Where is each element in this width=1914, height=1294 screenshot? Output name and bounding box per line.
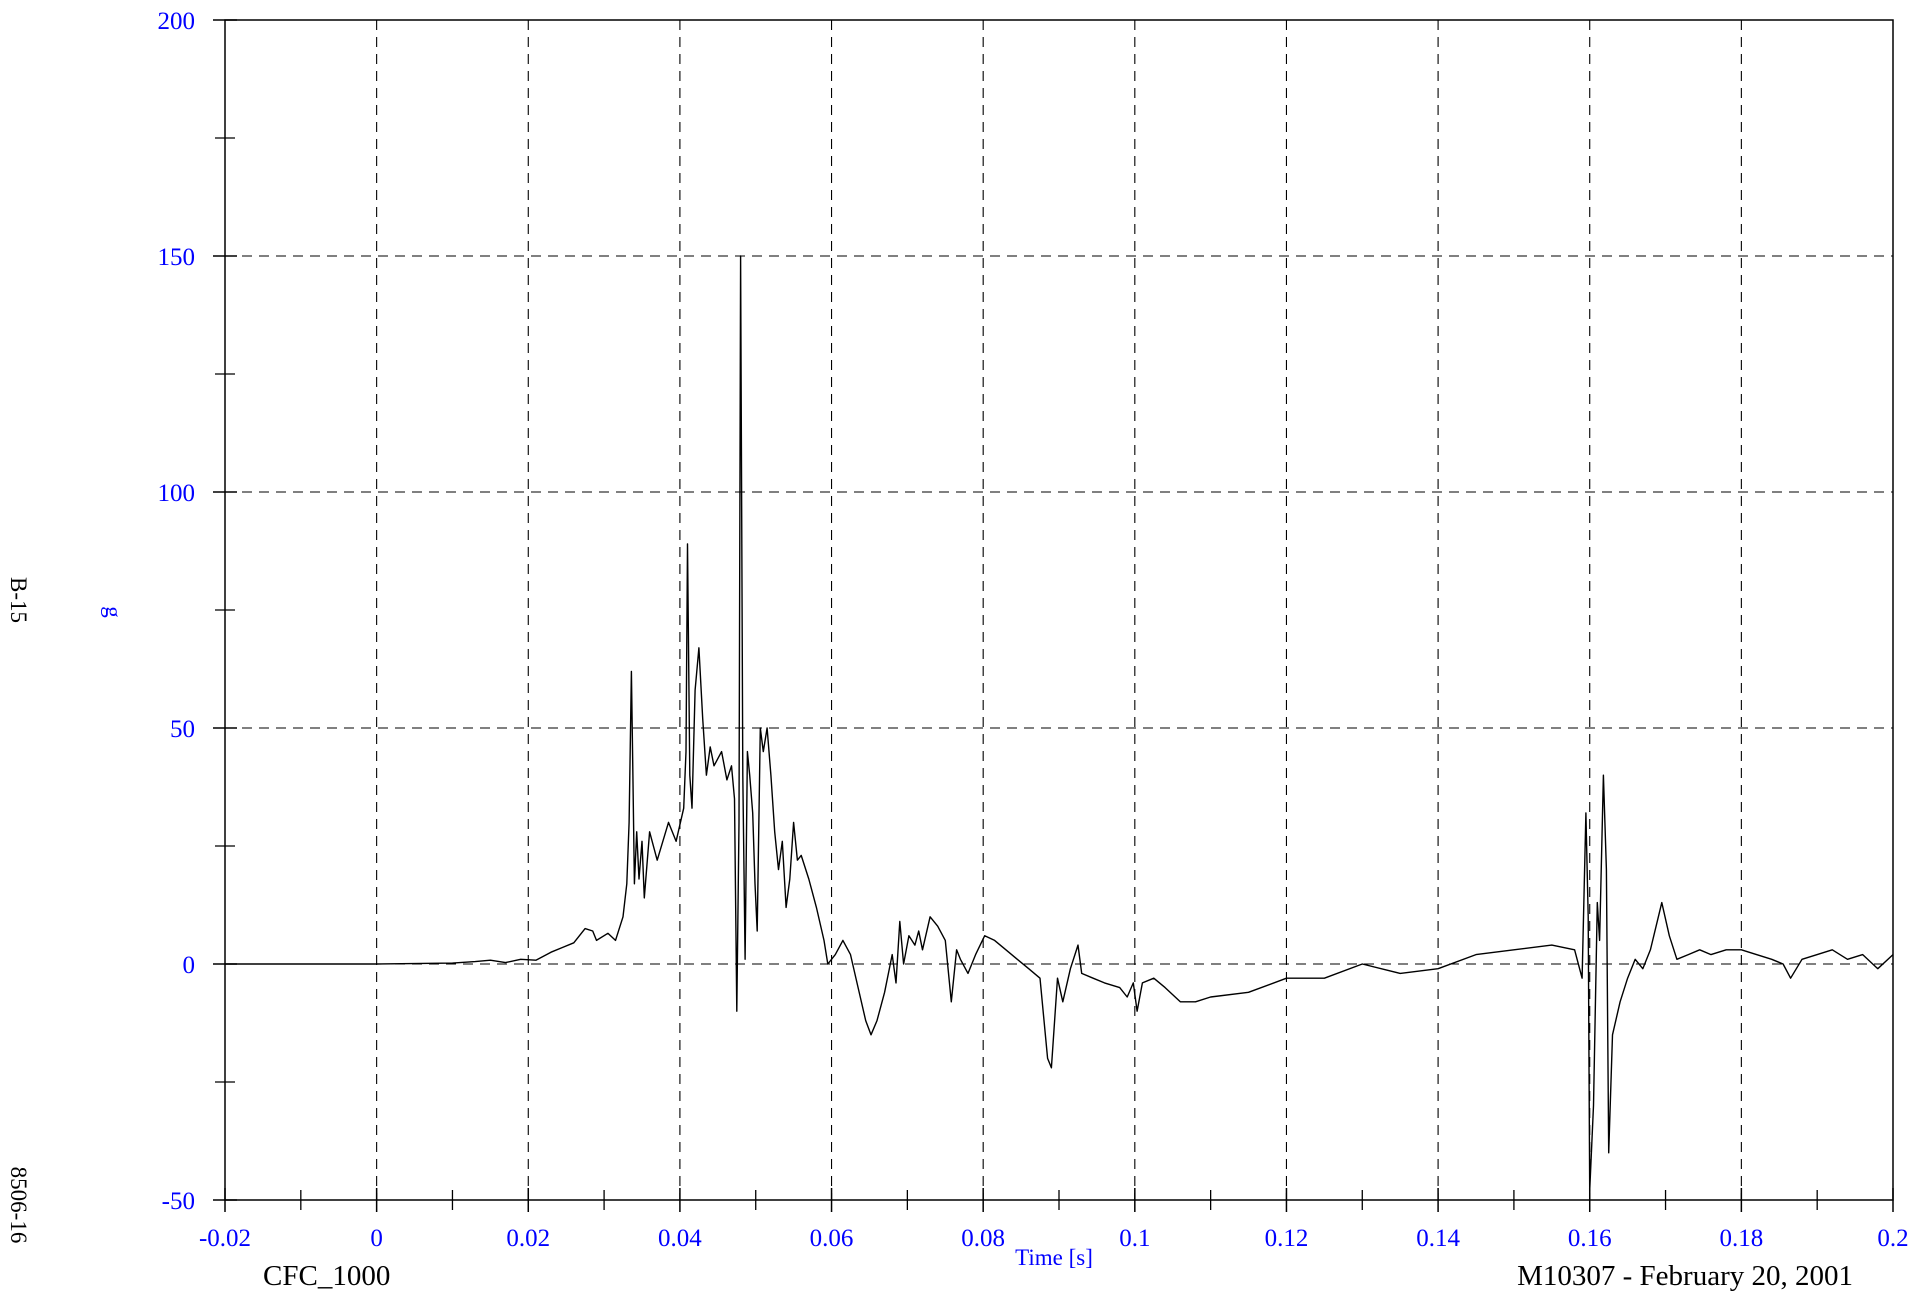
- side-label-top: B-15: [6, 577, 31, 623]
- x-tick-label: 0.04: [658, 1225, 702, 1252]
- x-tick-label: -0.02: [199, 1225, 251, 1252]
- footer-right-label: M10307 - February 20, 2001: [1517, 1260, 1853, 1292]
- series-line: [225, 255, 1894, 1192]
- minor-ticks: [215, 137, 1818, 1210]
- x-tick-label: 0.18: [1719, 1225, 1763, 1252]
- footer-left-label: CFC_1000: [263, 1260, 390, 1292]
- y-tick-label: 100: [158, 480, 196, 507]
- x-tick-label: 0: [370, 1225, 383, 1252]
- x-tick-label: 0.16: [1568, 1225, 1612, 1252]
- x-tick-label: 0.06: [810, 1225, 854, 1252]
- y-tick-label: 0: [183, 952, 196, 979]
- y-tick-label: 50: [170, 716, 195, 743]
- y-axis-title: g: [101, 606, 126, 618]
- y-tick-label: 150: [158, 244, 196, 271]
- x-axis-ticks: -0.02 0 0.02 0.04 0.06 0.08 0.1 0.12 0.14 0.16 0.1…: [199, 1188, 1909, 1252]
- x-tick-label: 0.2: [1877, 1225, 1908, 1252]
- grid: [225, 20, 1893, 1200]
- x-tick-label: 0.08: [961, 1225, 1005, 1252]
- plot-frame: [224, 19, 1894, 1201]
- x-tick-label: 0.02: [506, 1225, 550, 1252]
- side-label-bottom: 8506-16: [6, 1167, 31, 1244]
- x-tick-label: 0.1: [1119, 1225, 1150, 1252]
- y-tick-label: -50: [162, 1188, 195, 1215]
- y-tick-label: 200: [158, 8, 196, 35]
- x-tick-label: 0.12: [1265, 1225, 1309, 1252]
- x-axis-title: Time [s]: [1015, 1245, 1093, 1270]
- x-tick-label: 0.14: [1416, 1225, 1460, 1252]
